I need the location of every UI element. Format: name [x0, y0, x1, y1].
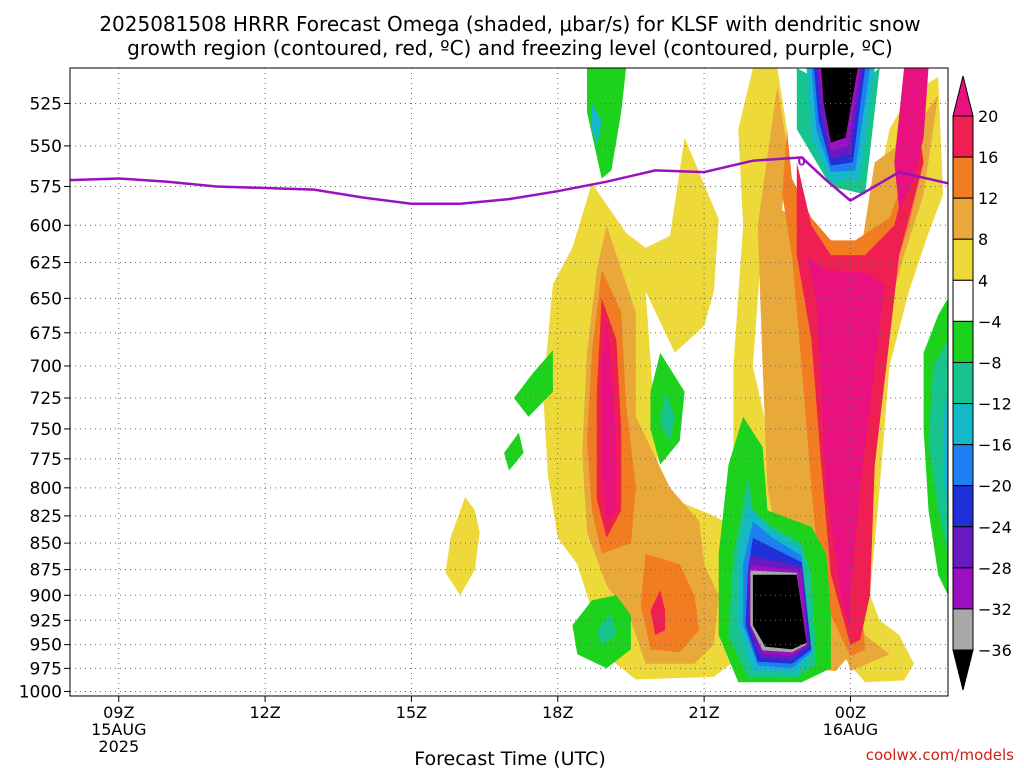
- x-tick-label-9-1: 15AUG: [91, 720, 146, 739]
- x-tick-label-24-0: 00Z: [835, 703, 866, 722]
- x-tick-label-18-0: 18Z: [542, 703, 573, 722]
- colorbar-label-3: 8: [978, 230, 988, 249]
- freezing-level-contour: 0: [69, 155, 949, 206]
- y-tick-label-925: 925: [30, 611, 62, 631]
- omega-region--8to-4-17: [513, 350, 553, 417]
- colorbar-label-11: −28: [978, 559, 1012, 578]
- plot-frame: [69, 67, 949, 697]
- colorbar-label-6: −8: [978, 353, 1002, 372]
- colorbar-top-arrow: [952, 75, 974, 117]
- x-tick-label-9-2: 2025: [98, 737, 139, 756]
- colorbar-bottom-arrow: [952, 649, 974, 691]
- colorbar-label-2: 12: [978, 189, 998, 208]
- colorbar-box--12to-8: [952, 361, 974, 405]
- y-tick-label-900: 900: [30, 586, 62, 606]
- colorbar-label-1: 16: [978, 148, 998, 167]
- y-tick-label-850: 850: [30, 534, 62, 554]
- colorbar-label-4: 4: [978, 271, 988, 290]
- colorbar-box-4to8: [952, 238, 974, 281]
- colorbar-box--20to-16: [952, 444, 974, 487]
- omega-region-20+-15: [894, 68, 929, 210]
- colorbar-box-16to20: [952, 115, 974, 158]
- omega-shading: [445, 68, 948, 683]
- y-tick-label-1000: 1000: [19, 682, 62, 702]
- x-tick-label-12-0: 12Z: [249, 703, 280, 722]
- y-tick-label-875: 875: [30, 561, 62, 581]
- omega-region--16to-12-29: [943, 391, 948, 511]
- colorbar-box-8to12: [952, 197, 974, 240]
- y-tick-label-575: 575: [30, 177, 62, 197]
- colorbar-box--36to-32: [952, 608, 974, 651]
- colorbar-label-5: −4: [978, 312, 1002, 331]
- colorbar-box--4to4: [952, 279, 974, 322]
- credit-text[interactable]: coolwx.com/models: [866, 746, 1014, 764]
- colorbar-label-0: 20: [978, 107, 998, 126]
- x-tick-label-24-1: 16AUG: [823, 720, 878, 739]
- y-tick-label-825: 825: [30, 507, 62, 527]
- y-axis: 525 550 575 600 625 650 675 700 725 750 775 800 825 8…: [19, 94, 70, 702]
- colorbar-box--24to-20: [952, 485, 974, 528]
- omega-region-below-36-41: [752, 574, 807, 650]
- x-tick-label-9-0: 09Z: [103, 703, 134, 722]
- colorbar-label-8: −16: [978, 436, 1012, 455]
- y-tick-label-625: 625: [30, 254, 62, 274]
- y-tick-label-725: 725: [30, 389, 62, 409]
- colorbar-label-12: −32: [978, 600, 1012, 619]
- omega-region--16to-12-28: [591, 103, 602, 146]
- x-tick-label-21-0: 21Z: [688, 703, 719, 722]
- chart-title-line2: growth region (contoured, red, ºC) and f…: [127, 36, 893, 60]
- y-tick-label-550: 550: [30, 137, 62, 157]
- y-tick-label-775: 775: [30, 450, 62, 470]
- chart-title-line1: 2025081508 HRRR Forecast Omega (shaded, …: [99, 12, 920, 36]
- omega-region-4to8-3: [445, 496, 480, 596]
- omega-region-16to20-11: [650, 590, 666, 635]
- omega-region--12to-8-23: [596, 613, 617, 645]
- plot-area: 0: [69, 67, 949, 697]
- colorbar-box--28to-24: [952, 526, 974, 569]
- y-tick-label-750: 750: [30, 420, 62, 440]
- y-tick-label-700: 700: [30, 357, 62, 377]
- omega-region--8to-4-18: [504, 432, 524, 471]
- colorbar-box--32to-28: [952, 567, 974, 610]
- y-tick-label-675: 675: [30, 324, 62, 344]
- y-tick-label-525: 525: [30, 94, 62, 114]
- omega-region-20+-14: [806, 255, 885, 631]
- omega-region-below-36-42: [821, 68, 858, 143]
- colorbar-label-7: −12: [978, 395, 1012, 414]
- omega-region--12to-8-24: [660, 391, 675, 441]
- y-tick-label-950: 950: [30, 636, 62, 656]
- colorbar-box--8to-4: [952, 320, 974, 363]
- y-tick-label-800: 800: [30, 479, 62, 499]
- omega-region-20+-13: [601, 319, 617, 522]
- colorbar-box--16to-12: [952, 403, 974, 446]
- y-tick-label-975: 975: [30, 659, 62, 679]
- freezing-level-line: [69, 156, 949, 206]
- y-tick-label-650: 650: [30, 289, 62, 309]
- omega-region--12to-8-26: [928, 339, 948, 554]
- colorbar: 20 16 12 8 4 −4 −8 −12 −16 −20 −24 −28 −32 −36: [952, 75, 1012, 691]
- colorbar-label-9: −20: [978, 477, 1012, 496]
- colorbar-label-13: −36: [978, 641, 1012, 660]
- colorbar-label-10: −24: [978, 518, 1012, 537]
- freezing-level-label: 0: [797, 155, 805, 169]
- x-axis-label: Forecast Time (UTC): [414, 748, 605, 768]
- omega-region--8to-4-16: [587, 68, 627, 179]
- y-tick-label-600: 600: [30, 216, 62, 236]
- colorbar-box-12to16: [952, 156, 974, 199]
- x-tick-label-15-0: 15Z: [396, 703, 427, 722]
